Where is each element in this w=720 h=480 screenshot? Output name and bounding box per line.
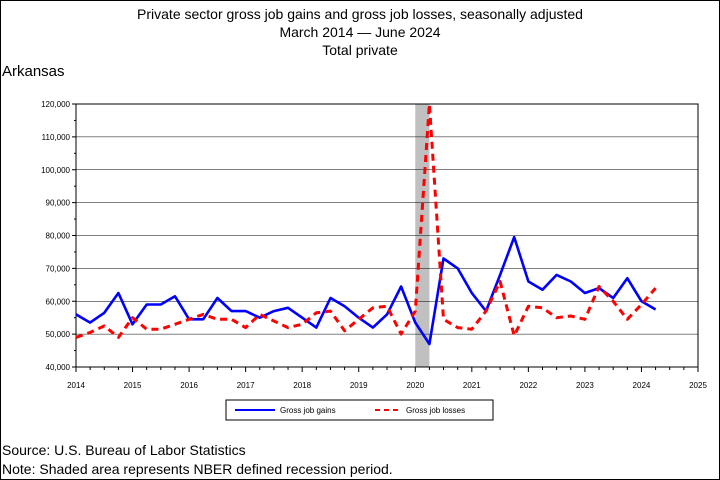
grid-layer [76, 136, 698, 335]
y-tick-label: 110,000 [42, 133, 71, 142]
x-tick-label: 2019 [350, 381, 368, 390]
series-layer [75, 102, 657, 346]
y-tick-label: 120,000 [41, 100, 70, 109]
legend-label-gross-job-gains: Gross job gains [280, 406, 336, 415]
x-tick-label: 2020 [406, 381, 424, 390]
recession-note: Note: Shaded area represents NBER define… [2, 461, 393, 477]
x-tick-label: 2014 [67, 381, 85, 390]
y-tick-label: 90,000 [46, 199, 71, 208]
series-line-gross-job-losses [75, 102, 657, 339]
x-tick-label: 2015 [124, 381, 142, 390]
chart-title-block: Private sector gross job gains and gross… [0, 5, 720, 59]
y-tick-label: 100,000 [41, 166, 70, 175]
region-label: Arkansas [2, 63, 65, 80]
y-tick-label: 40,000 [46, 363, 71, 372]
x-tick-label: 2024 [633, 381, 651, 390]
series-line-gross-job-gains [75, 235, 657, 346]
chart-subtitle-period: March 2014 — June 2024 [279, 24, 441, 40]
legend-label-gross-job-losses: Gross job losses [406, 406, 465, 415]
x-tick-label: 2018 [293, 381, 311, 390]
x-tick-label: 2022 [519, 381, 537, 390]
legend: Gross job gains Gross job losses [225, 399, 494, 421]
axis-layer: 40,000 50,000 60,000 70,000 80,000 90,000 100,… [41, 100, 707, 390]
x-tick-label: 2016 [180, 381, 198, 390]
y-tick-label: 50,000 [46, 330, 71, 339]
x-tick-label: 2023 [576, 381, 594, 390]
footer: Source: U.S. Bureau of Labor Statistics … [2, 441, 393, 479]
x-tick-label: 2017 [237, 381, 255, 390]
x-tick-label: 2021 [463, 381, 481, 390]
y-tick-label: 60,000 [46, 297, 71, 306]
source-note: Source: U.S. Bureau of Labor Statistics [2, 442, 246, 458]
y-tick-label: 70,000 [46, 264, 71, 273]
chart-title: Private sector gross job gains and gross… [137, 6, 583, 22]
x-tick-label: 2025 [689, 381, 707, 390]
chart-subtitle-sector: Total private [322, 42, 398, 58]
y-tick-label: 80,000 [46, 232, 71, 241]
legend-box [225, 399, 494, 421]
